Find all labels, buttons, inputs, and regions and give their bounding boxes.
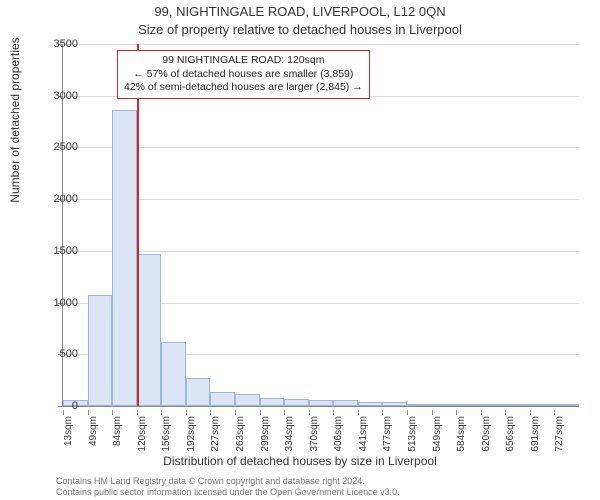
histogram-bar (235, 394, 260, 406)
attribution-line1: Contains HM Land Registry data © Crown c… (56, 476, 400, 487)
x-tick-mark (481, 410, 482, 415)
x-tick-mark (358, 410, 359, 415)
x-tick-mark (333, 410, 334, 415)
histogram-bar (382, 402, 407, 406)
histogram-bar (407, 404, 432, 406)
y-tick-label: 0 (38, 400, 78, 412)
y-tick-label: 2000 (38, 193, 78, 205)
y-tick-label: 3500 (38, 38, 78, 50)
gridline (63, 251, 579, 252)
gridline (63, 147, 579, 148)
histogram-bar (309, 400, 334, 406)
y-tick-label: 1500 (38, 245, 78, 257)
x-tick-mark (112, 410, 113, 415)
chart-title-line1: 99, NIGHTINGALE ROAD, LIVERPOOL, L12 0QN (0, 4, 600, 19)
x-tick-mark (88, 410, 89, 415)
histogram-bar (456, 404, 481, 406)
x-tick-mark (210, 410, 211, 415)
y-tick-label: 500 (38, 348, 78, 360)
histogram-bar (554, 404, 579, 406)
histogram-bar (432, 404, 457, 406)
plot-area: 13sqm49sqm84sqm120sqm156sqm192sqm227sqm2… (62, 44, 579, 407)
x-tick-mark (186, 410, 187, 415)
attribution-line2: Contains public sector information licen… (56, 487, 400, 498)
x-tick-mark (505, 410, 506, 415)
histogram-bar (284, 399, 309, 406)
attribution: Contains HM Land Registry data © Crown c… (56, 476, 400, 499)
x-tick-mark (382, 410, 383, 415)
annotation-line: ← 57% of detached houses are smaller (3,… (124, 68, 363, 82)
histogram-bar (260, 398, 285, 406)
x-tick-mark (407, 410, 408, 415)
y-tick-label: 1000 (38, 297, 78, 309)
x-tick-mark (284, 410, 285, 415)
histogram-bar (161, 342, 186, 406)
annotation-line: 42% of semi-detached houses are larger (… (124, 81, 363, 95)
gridline (63, 44, 579, 45)
histogram-bar (112, 110, 137, 406)
y-tick-label: 3000 (38, 90, 78, 102)
x-tick-mark (456, 410, 457, 415)
histogram-bar (210, 392, 235, 406)
annotation-line: 99 NIGHTINGALE ROAD: 120sqm (124, 54, 363, 68)
x-tick-mark (161, 410, 162, 415)
annotation-box: 99 NIGHTINGALE ROAD: 120sqm← 57% of deta… (117, 50, 370, 99)
y-axis-label: Number of detached properties (8, 10, 22, 230)
histogram-bar (88, 295, 113, 406)
histogram-bar (137, 254, 162, 406)
histogram-bar (481, 404, 506, 406)
x-tick-mark (309, 410, 310, 415)
x-tick-mark (432, 410, 433, 415)
chart-container: 99, NIGHTINGALE ROAD, LIVERPOOL, L12 0QN… (0, 0, 600, 500)
y-tick-label: 2500 (38, 141, 78, 153)
histogram-bar (333, 400, 358, 406)
histogram-bar (186, 378, 211, 406)
histogram-bar (530, 404, 555, 406)
x-tick-mark (137, 410, 138, 415)
x-tick-mark (235, 410, 236, 415)
gridline (63, 199, 579, 200)
x-tick-mark (554, 410, 555, 415)
histogram-bar (505, 404, 530, 406)
chart-title-line2: Size of property relative to detached ho… (0, 22, 600, 37)
x-tick-mark (260, 410, 261, 415)
x-tick-mark (530, 410, 531, 415)
histogram-bar (358, 402, 383, 406)
x-axis-label: Distribution of detached houses by size … (0, 454, 600, 468)
